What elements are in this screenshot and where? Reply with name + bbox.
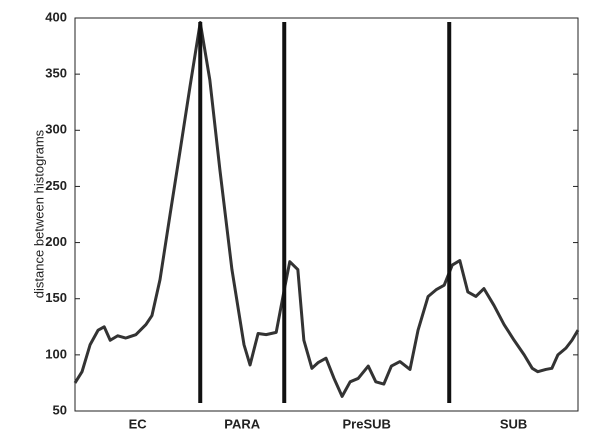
region-label: SUB xyxy=(500,416,527,431)
region-label: EC xyxy=(129,416,148,431)
y-tick-label: 100 xyxy=(45,346,67,361)
y-tick-label: 350 xyxy=(45,66,67,81)
y-tick-label: 300 xyxy=(45,122,67,137)
y-tick-label: 150 xyxy=(45,290,67,305)
plot-frame xyxy=(74,17,579,412)
region-label: PARA xyxy=(224,416,260,431)
y-tick-label: 400 xyxy=(45,9,67,24)
y-tick-label: 50 xyxy=(53,402,67,417)
region-label: PreSUB xyxy=(343,416,391,431)
y-axis-label: distance between histograms xyxy=(31,129,46,298)
y-tick-label: 250 xyxy=(45,178,67,193)
y-tick-label: 200 xyxy=(45,234,67,249)
data-line xyxy=(73,20,580,398)
